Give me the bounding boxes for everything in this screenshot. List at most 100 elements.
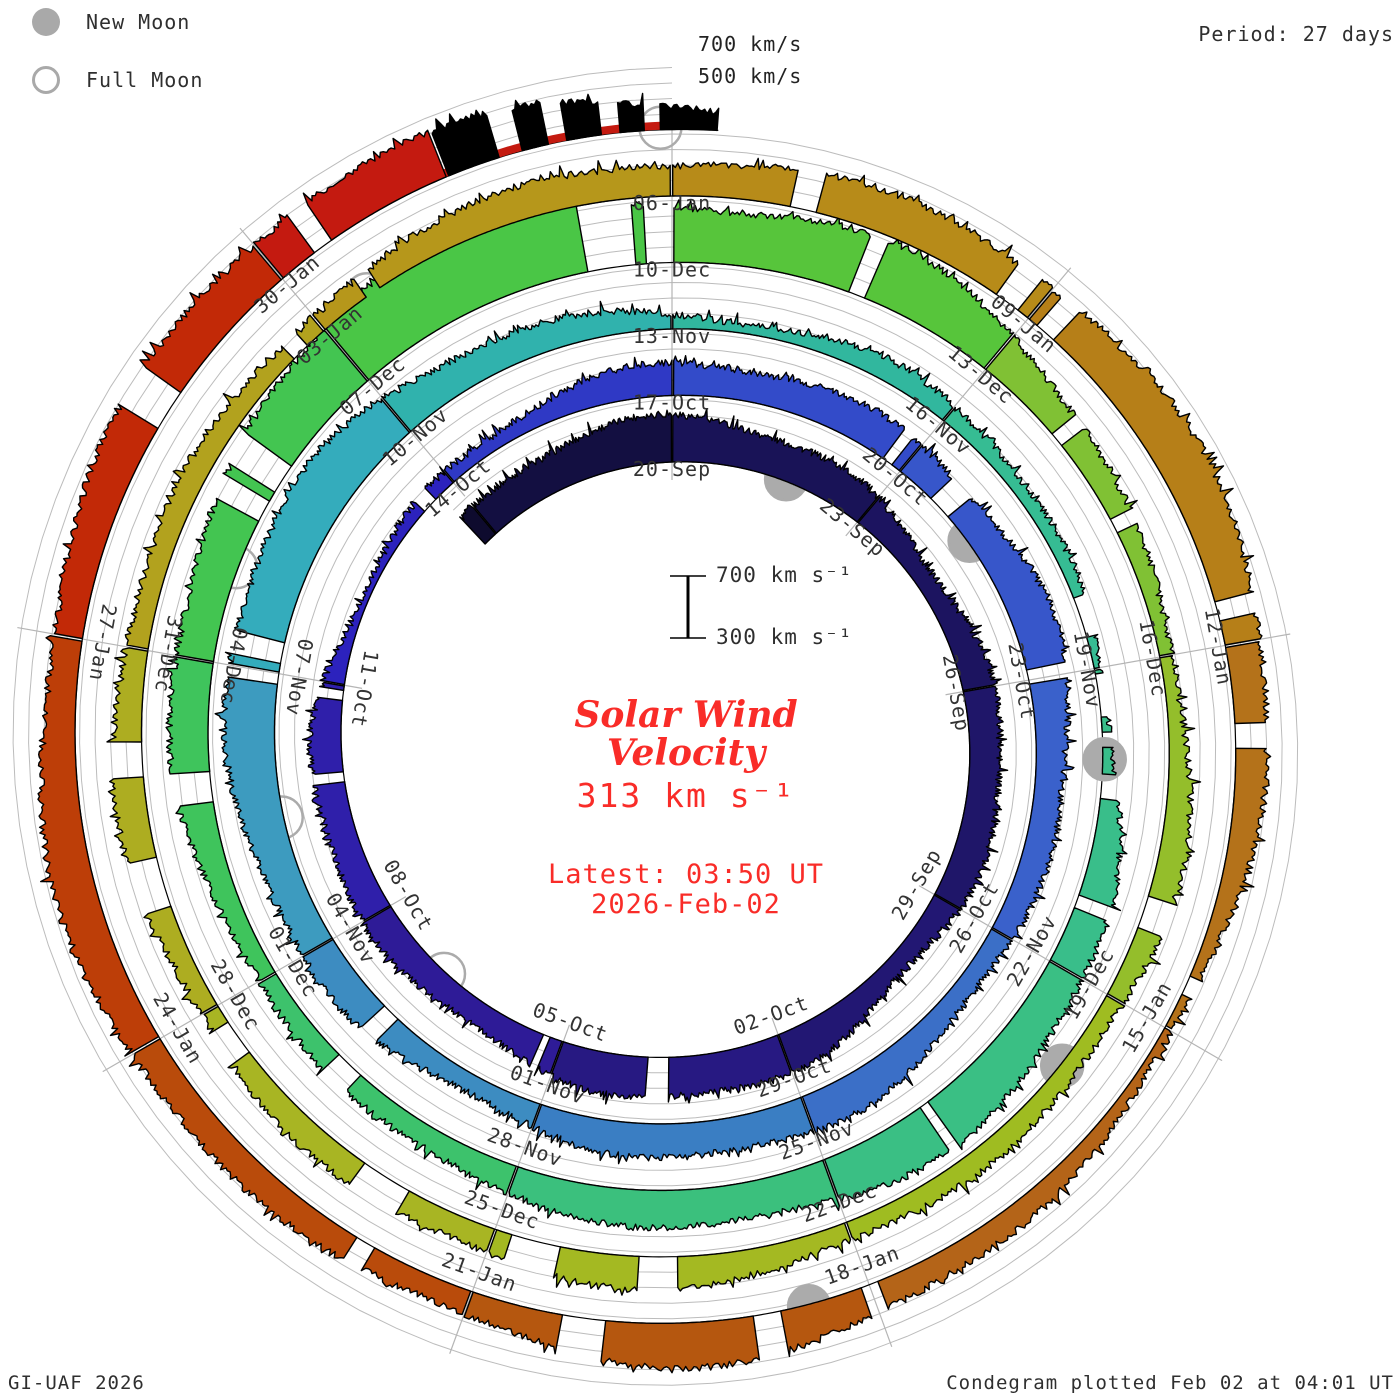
date-label: 07-Nov [281,637,318,718]
band-segment [533,1036,563,1077]
new-moon-icon [32,8,60,36]
band-segment [143,905,218,1015]
band-segment [778,894,962,1073]
band-segment [1086,633,1101,670]
band-segment [508,1159,840,1232]
band-segment [1060,428,1138,520]
band-segment [318,681,345,692]
band-segment [672,408,881,523]
current-velocity-value: 313 km s⁻¹ [576,776,796,815]
period-label: Period: 27 days [1198,22,1394,46]
band-segment [233,398,411,644]
band-segment [319,501,426,686]
band-segment [934,685,1009,911]
band-segment [531,1096,815,1165]
band-segment [1028,291,1061,327]
full-moon-label: Full Moon [86,68,204,92]
band-segment [214,676,333,956]
date-label: 11-Oct [346,648,383,729]
axis-700-label: 700 km/s [698,32,803,56]
band-segment [173,497,260,663]
band-segment [943,406,1086,599]
band-segment [801,928,1013,1135]
band-segment [552,1246,640,1296]
band-segment [222,462,276,502]
band-segment [203,1005,229,1035]
date-spoke [845,267,1072,537]
band-segment [302,129,447,241]
date-spoke [771,1017,893,1348]
band-segment [845,994,1126,1244]
date-label: 20-Sep [633,457,711,481]
band-segment [1101,746,1117,776]
band-segment [667,1034,792,1104]
band-segment [1107,926,1163,1005]
latest-readout: Latest: 03:50 UT 2026-Feb-02 [436,860,936,920]
band-segment [295,314,325,347]
band-segment [511,99,550,152]
credit-label: GI-UAF 2026 [8,1372,145,1394]
band-segment [1116,522,1176,657]
band-segment [1100,716,1113,733]
date-label: 27-Jan [84,602,121,683]
band-segment [815,172,1019,295]
band-segment [470,409,673,534]
band-segment [443,356,673,483]
band-segment [106,647,149,743]
grid-arc [12,67,1299,1386]
band-segment [899,443,953,500]
band-segment [224,651,282,673]
band-segment [891,438,922,472]
band-segment [863,238,1015,369]
band-segment [124,345,295,650]
band-segment [616,92,645,134]
band-segment [673,199,871,293]
band-segment [367,159,671,289]
band-segment [559,93,603,142]
band-segment [227,1051,366,1185]
band-segment [37,635,160,1057]
band-segment [1189,747,1272,983]
band-segment [360,1247,472,1316]
band-segment [463,1291,564,1355]
band-segment [347,1074,517,1196]
band-segment [395,1190,496,1253]
date-label: 10-Dec [633,258,711,282]
date-label: 06-Jan [633,191,711,215]
band-segment [431,109,500,177]
scale-bar-top-label: 700 km s⁻¹ [716,563,853,587]
band-segment [302,938,386,1029]
band-segment [780,1287,873,1358]
plotted-timestamp: Condegram plotted Feb 02 at 04:01 UT [946,1372,1394,1394]
band-segment [375,1018,541,1130]
band-segment [1049,906,1110,979]
date-label: 13-Nov [633,324,711,348]
band-segment [488,1229,513,1261]
chart-title-line2: Velocity [606,732,766,774]
full-moon-icon [32,66,60,94]
legend-full-moon: Full Moon [32,66,203,94]
band-segment [600,1315,761,1374]
date-spoke [239,227,466,497]
band-segment [985,334,1077,435]
velocity-scale-bar [670,575,706,639]
band-segment [1224,641,1270,725]
band-segment [1078,797,1128,912]
axis-500-label: 500 km/s [698,64,803,88]
band-segment [672,157,799,208]
band-segment [877,1027,1174,1310]
band-segment [257,973,340,1076]
new-moon-label: New Moon [86,10,191,34]
band-segment [857,496,1002,692]
band-segment [424,466,454,500]
band-segment [991,677,1077,940]
band-segment [823,1106,950,1202]
date-spokes [17,130,1291,1354]
band-segment [252,213,316,279]
band-segment [312,278,367,331]
band-segment [672,309,954,421]
latest-date: 2026-Feb-02 [591,889,781,920]
band-segment [1017,278,1054,319]
